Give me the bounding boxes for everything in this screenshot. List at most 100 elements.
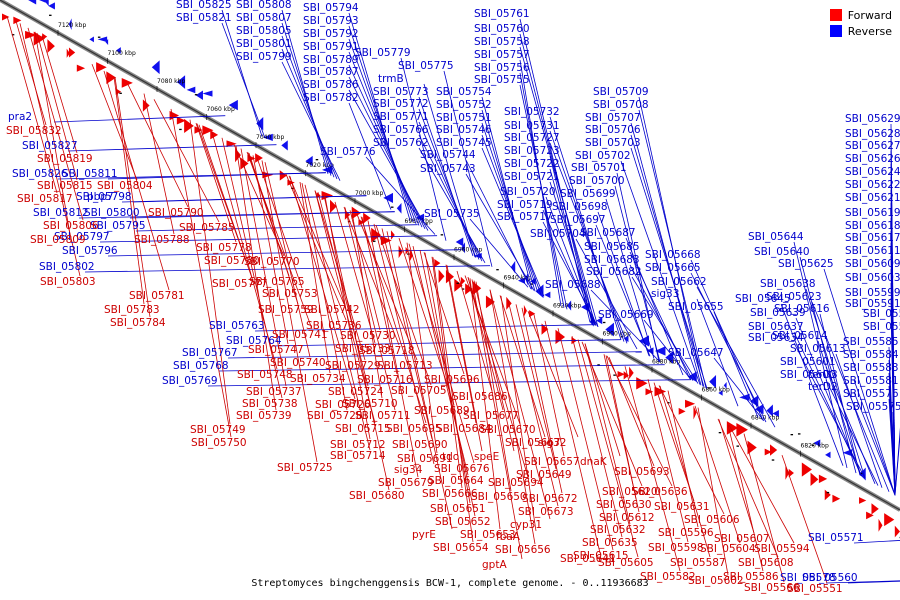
reverse-gene-label: SBI_05640 (754, 246, 810, 258)
reverse-leader-line (348, 64, 423, 228)
reverse-gene-label: SBI_05723 (504, 145, 560, 157)
forward-leader-line (781, 455, 828, 584)
forward-gene-label: cyp31 (510, 519, 542, 531)
forward-leader-line (301, 183, 348, 411)
forward-feature (617, 371, 625, 378)
reverse-leader-line (793, 241, 848, 469)
forward-feature (529, 310, 536, 318)
reverse-leader-line (281, 9, 329, 174)
reverse-leader-line (817, 340, 862, 477)
forward-gene-label: SBI_05657 (524, 456, 580, 468)
reverse-gene-label: SBI_05701 (571, 162, 627, 174)
reverse-leader-line (481, 109, 536, 292)
kbp-tick-label: 7000 kbp (355, 190, 383, 197)
forward-leader-line (727, 424, 764, 572)
reverse-leader-line (888, 398, 896, 496)
reverse-gene-label: SBI_05801 (236, 38, 292, 50)
forward-leader-line (728, 424, 795, 544)
forward-leader-line (170, 108, 232, 438)
reverse-gene-label: SBI_05601 (780, 356, 836, 368)
reverse-feature (739, 393, 750, 401)
kbp-tick-label: 6860 kbp (702, 387, 730, 394)
forward-gene-label: SBI_05716 (357, 374, 413, 386)
forward-gene-label: SBI_05636 (632, 486, 688, 498)
forward-leader-line (647, 379, 689, 543)
reverse-gene-label: SBI_05603 (845, 272, 900, 284)
forward-gene-label: SBI_05656 (495, 544, 551, 556)
forward-leader-line (299, 181, 331, 374)
reverse-gene-label: SBI_05791 (303, 41, 359, 53)
reverse-gene-label: SBI_05599 (845, 287, 900, 299)
feature-mark (811, 444, 815, 446)
kbp-tick-label: 7120 kbp (58, 22, 86, 29)
reverse-leader-line (519, 46, 599, 327)
reverse-gene-label: SBI_05644 (748, 231, 804, 243)
forward-feature (832, 494, 841, 503)
reverse-gene-label: SBI_05682 (586, 266, 642, 278)
forward-feature (769, 444, 778, 456)
forward-feature (785, 465, 790, 480)
reverse-gene-label: SBI_05720 (500, 186, 556, 198)
forward-gene-label: SBI_05679 (378, 477, 434, 489)
forward-gene-label: SBI_05582 (640, 571, 696, 583)
reverse-feature (396, 202, 402, 214)
forward-gene-label: SBI_05612 (599, 512, 655, 524)
feature-mark (194, 94, 198, 96)
reverse-gene-label: SBI_05655 (668, 301, 724, 313)
reverse-leader-line (805, 288, 866, 479)
reverse-leader-line (894, 432, 900, 496)
forward-feature (240, 157, 249, 170)
reverse-leader-line (629, 251, 691, 380)
reverse-leader-line (418, 96, 474, 257)
reverse-feature (176, 75, 186, 89)
forward-leader-line (127, 84, 189, 208)
strand-legend: Forward Reverse (829, 7, 892, 39)
forward-gene-label: SBI_05785 (179, 222, 235, 234)
reverse-leader-line (643, 319, 692, 380)
legend-reverse-label: Reverse (847, 24, 892, 38)
forward-leader-line (304, 184, 371, 451)
forward-gene-label: SBI_05630 (596, 499, 652, 511)
axis-line-core (0, 0, 900, 511)
feature-mark (440, 234, 444, 236)
forward-gene-label: SBI_05631 (654, 501, 710, 513)
kbp-ticks: 7120 kbp 7100 kbp 7080 kbp 7060 kbp 7040 kbp… (57, 22, 829, 457)
reverse-leader-line (443, 70, 493, 267)
gene-labels: SBI_05825SBI_05821SBI_05808SBI_05807SBI_… (6, 0, 900, 595)
forward-leader-line (544, 320, 601, 554)
reverse-leader-line (549, 130, 625, 342)
reverse-feature (383, 192, 393, 204)
reverse-leader-line (53, 115, 226, 123)
reverse-leader-line (348, 76, 426, 230)
reverse-leader-line (519, 33, 596, 326)
forward-feature (523, 305, 527, 317)
forward-leader-line (261, 160, 318, 463)
kbp-tick-label: 6920 kbp (553, 302, 581, 309)
reverse-leader-line (519, 84, 568, 310)
reverse-feature (281, 140, 288, 151)
reverse-feature (68, 18, 72, 31)
reverse-leader-line (590, 289, 661, 363)
forward-leader-line (195, 122, 237, 243)
forward-leader-line (507, 299, 559, 507)
reverse-leader-line (549, 181, 597, 326)
reverse-leader-line (819, 313, 861, 476)
forward-leader-line (381, 228, 433, 440)
forward-leader-line (314, 190, 376, 424)
reverse-gene-label: SBI_05585 (843, 336, 899, 348)
forward-feature (438, 269, 445, 284)
forward-gene-label: SBI_05712 (330, 439, 386, 451)
reverse-leader-line (348, 102, 392, 210)
forward-feature (409, 249, 413, 262)
reverse-leader-line (221, 22, 266, 139)
reverse-gene-label: SBI_05754 (436, 86, 492, 98)
forward-leader-line (571, 336, 623, 538)
feature-mark (390, 206, 394, 208)
forward-feature (824, 489, 831, 501)
forward-gene-label: SBI_05783 (104, 304, 160, 316)
reverse-gene-label: SBI_05613 (790, 343, 846, 355)
reverse-gene-label: SBI_05800 (84, 207, 140, 219)
forward-feature (894, 525, 900, 538)
reverse-feature (766, 404, 773, 417)
reverse-leader-line (481, 147, 545, 297)
